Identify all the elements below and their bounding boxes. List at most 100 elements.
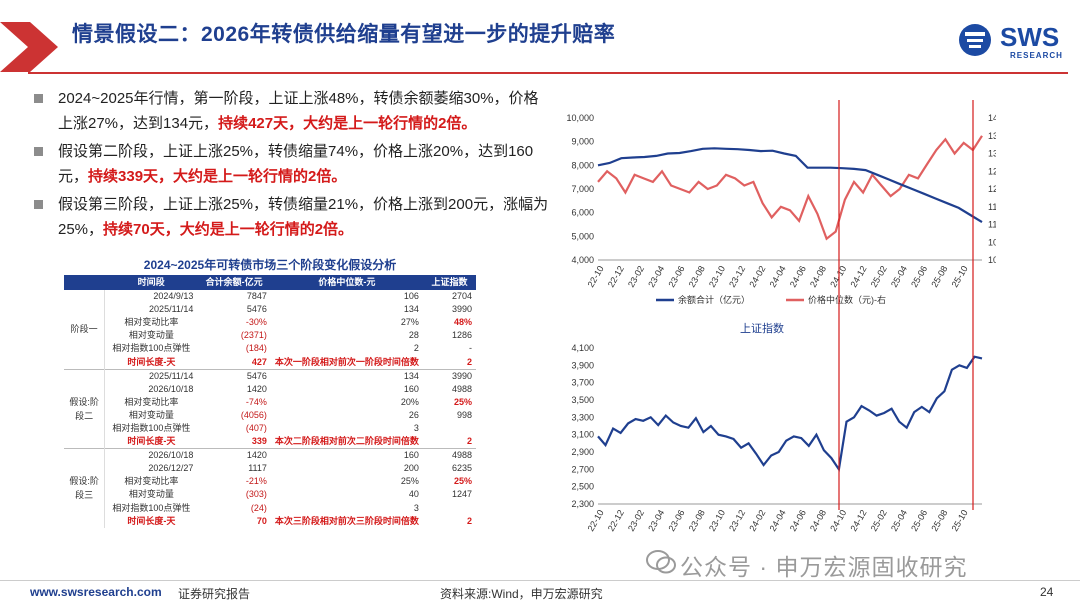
table-cell: (2371) [240,330,267,341]
table-cell: 2024/9/13 [153,291,194,302]
y-tick-label-right: 100 [988,255,996,265]
table-row: 相对变动量 (2371) 28 1286 [64,329,476,342]
x-tick-label: 24-02 [747,264,767,289]
x-tick-label: 23-10 [707,508,727,533]
footer-link[interactable]: www.swsresearch.com [30,585,162,599]
table-cell: 本次一阶段相对前次一阶段时间倍数 [274,356,419,367]
y-tick-label: 4,100 [571,343,594,353]
table-cell: 2026/12/27 [148,463,194,474]
x-tick-label: 23-06 [666,264,686,289]
bullet-text: 假设第三阶段，上证上涨25%，转债缩量21%，价格上涨到200元，涨幅为25%， [58,196,549,238]
table-cell: 2 [466,436,472,447]
x-tick-label: 22-12 [606,264,626,289]
chart-title: 上证指数 [740,323,784,335]
x-tick-label: 25-08 [929,508,949,533]
bullet-square-icon [34,94,43,103]
table-cell: 相对变动量 [128,330,174,341]
table-cell: 3 [413,422,419,433]
y-tick-label: 3,500 [571,395,594,405]
table-row-duration: 时间长度-天 339 本次二阶段相对前次二阶段时间倍数 2 [64,435,476,449]
table-cell: 20% [400,396,419,407]
x-tick-label: 24-08 [808,508,828,533]
page-title: 情景假设二：2026年转债供给缩量有望进一步的提升赔率 [72,23,616,46]
x-tick-label: 25-08 [929,264,949,289]
table-title: 2024~2025年可转债市场三个阶段变化假设分析 [143,258,397,272]
bullet-item: 2024~2025年行情，第一阶段，上证上涨48%，转债余额萎缩30%，价格上涨… [30,86,550,136]
footer-report-label: 证券研究报告 [178,587,251,601]
x-tick-label: 25-04 [889,508,909,533]
table-row: 相对指数100点弹性 (184) 2 - [64,342,476,355]
table-cell: (4056) [240,409,267,420]
y-tick-label-right: 105 [988,237,996,247]
table-cell: 1247 [451,489,472,500]
table-cell: 5476 [246,304,267,315]
table-cell: 时间长度-天 [127,356,176,367]
table-cell: 2025/11/14 [149,304,194,315]
y-tick-label-right: 130 [988,149,996,159]
table-row: 相对变动比率 -30% 27% 48% [64,316,476,329]
bullet-highlight: 持续70天，大约是上一轮行情的2倍。 [103,221,354,238]
bullet-highlight: 持续427天，大约是上一轮行情的2倍。 [218,115,477,132]
table-cell: 25% [400,476,419,487]
table-row: 假设:阶段二 2025/11/14 5476 134 3990 [64,368,476,449]
table-cell: (303) [245,489,267,500]
table-cell: (24) [250,502,267,513]
table-row: 相对指数100点弹性 (24) 3 [64,502,476,515]
y-tick-label-right: 125 [988,166,996,176]
x-tick-label: 23-08 [687,264,707,289]
y-tick-label-right: 115 [988,202,996,212]
x-tick-label: 25-10 [950,508,970,533]
table-cell: 7847 [246,291,267,302]
index-series-line [597,355,983,473]
table-cell: 2704 [451,291,472,302]
y-tick-label-left: 8,000 [571,160,594,170]
shanghai-index-chart: 4,100 3,900 3,700 3,500 3,300 3,100 2,900 2,700… [571,343,983,533]
stage-table: 时间段 合计余额-亿元 价格中位数-元 上证指数 阶段一 2024/9/13 784… [64,275,476,528]
table-cell: 3990 [451,304,472,315]
wechat-icon [646,550,676,574]
bullet-square-icon [34,200,43,209]
table-cell: 28 [408,330,419,341]
x-tick-label: 22-10 [586,508,606,533]
table-cell: 3 [413,502,419,513]
table-cell: 相对指数100点弹性 [112,422,191,433]
table-cell: 48% [453,317,472,328]
balance-series-line [597,147,983,224]
table-cell: 相对变动比率 [124,476,179,487]
table-cell: 相对变动比率 [124,396,179,407]
table-cell: 6235 [451,463,472,474]
footer-divider [0,580,1080,581]
y-tick-label: 3,900 [571,360,594,370]
x-tick-label: 24-02 [747,508,767,533]
table-cell: 200 [403,463,419,474]
legend-label-price: 价格中位数（元)-右 [808,294,886,305]
table-cell: 时间长度-天 [127,436,176,447]
table-header: 合计余额-亿元 [197,275,271,290]
x-tick-label: 23-02 [626,264,646,289]
table-cell: 427 [251,356,267,367]
x-tick-label: 25-04 [889,264,909,289]
table-cell: 25% [453,396,472,407]
y-tick-label-right: 135 [988,131,996,141]
logo-text: SWS [1000,22,1060,52]
table-cell: 相对变动量 [128,409,174,420]
table-cell: 1117 [248,463,267,474]
title-bar [0,14,1080,74]
table-row: 相对变动量 (4056) 26 998 [64,409,476,422]
table-cell: 相对变动比率 [124,317,179,328]
bond-balance-price-chart: 10,000 9,000 8,000 7,000 6,000 5,000 4,000 140 1… [566,113,996,305]
logo-subtext: RESEARCH [1010,51,1063,60]
table-header: 时间段 [104,275,198,290]
x-tick-label: 25-06 [909,508,929,533]
bullet-square-icon [34,147,43,156]
table-cell: 134 [403,304,419,315]
bullet-item: 假设第三阶段，上证上涨25%，转债缩量21%，价格上涨到200元，涨幅为25%，… [30,192,550,242]
table-row: 2026/10/18 1420 160 4988 [64,383,476,396]
bullet-highlight: 持续339天，大约是上一轮行情的2倍。 [88,168,347,185]
table-cell: -74% [245,396,267,407]
title-divider [28,72,1068,74]
legend-label-balance: 余额合计（亿元） [678,294,750,305]
y-tick-label-left: 9,000 [571,137,594,147]
y-tick-label: 3,700 [571,378,594,388]
x-tick-label: 25-10 [950,264,970,289]
